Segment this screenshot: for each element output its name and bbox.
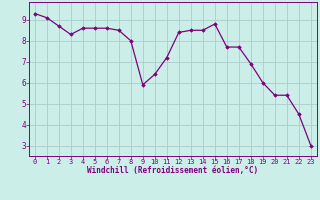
X-axis label: Windchill (Refroidissement éolien,°C): Windchill (Refroidissement éolien,°C) [87, 166, 258, 175]
